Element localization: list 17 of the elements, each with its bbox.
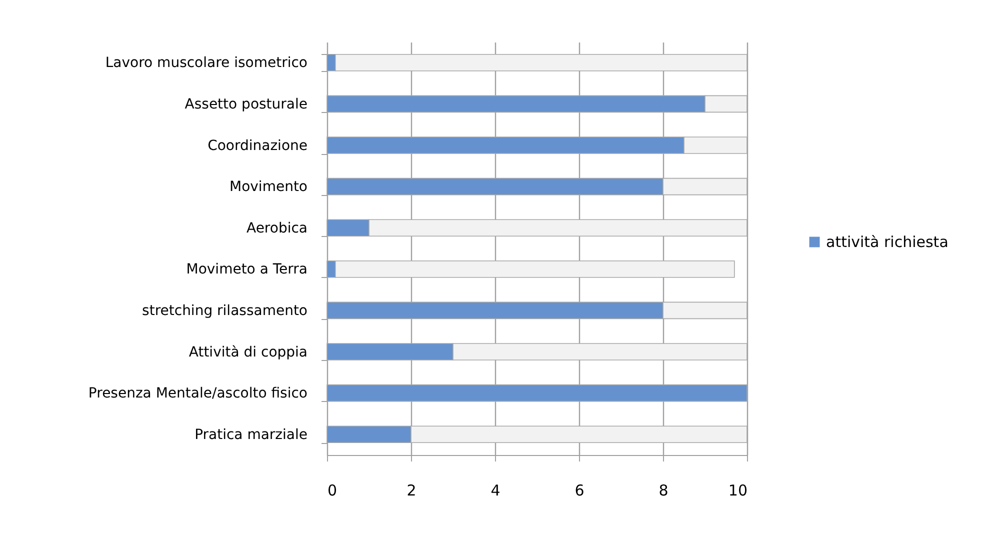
x-tick-label: 8 [658,482,668,500]
y-tick-label: stretching rilassamento [142,302,308,319]
y-tick-label: Attività di coppia [188,344,308,360]
y-tick-label: Pratica marziale [194,426,308,443]
y-tick-label: Movimeto a Terra [186,262,308,278]
x-tick-label: 2 [406,482,416,500]
y-tick-label: Presenza Mentale/ascolto fisico [88,386,308,402]
y-tick-label: Coordinazione [208,138,308,154]
y-tick-label: Movimento [230,179,308,196]
x-tick-label: 0 [328,482,338,500]
y-tick-label: Aerobica [246,220,308,236]
legend-label: attività richiesta [826,233,948,251]
x-tick-label: 4 [490,482,500,500]
x-tick-label: 6 [574,482,584,500]
x-tick-label: 10 [728,482,748,500]
y-tick-label: Assetto posturale [184,96,308,112]
y-tick-label: Lavoro muscolare isometrico [105,55,308,72]
